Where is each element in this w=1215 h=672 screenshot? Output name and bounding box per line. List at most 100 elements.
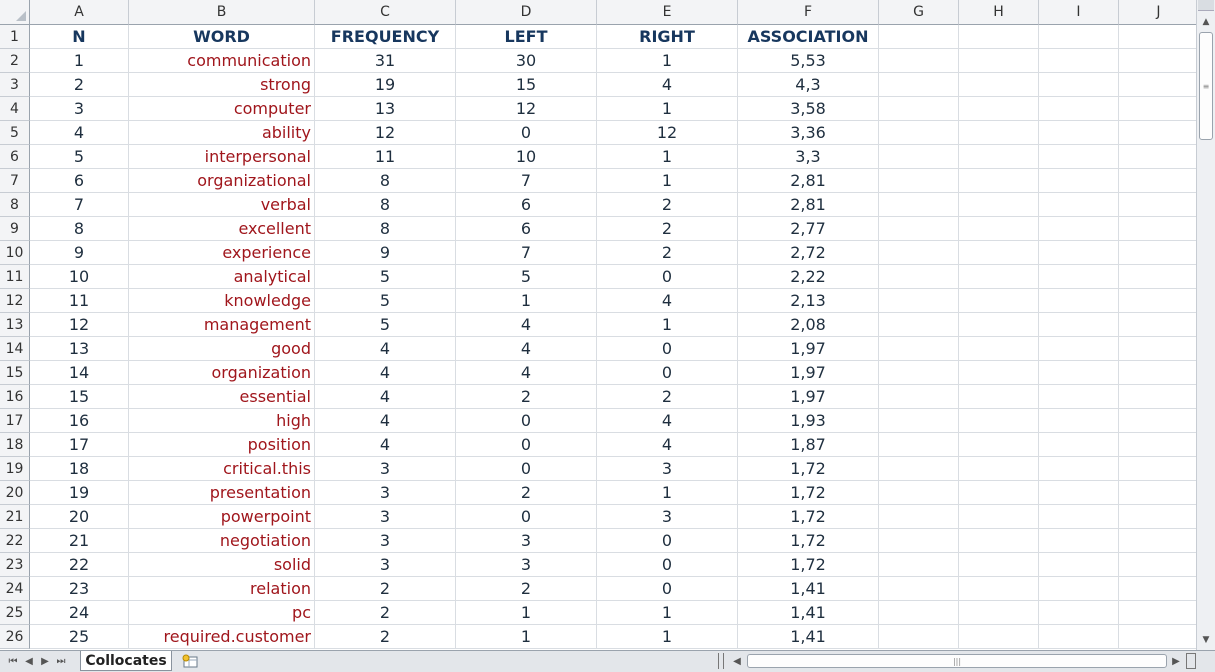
cell-word[interactable]: communication (129, 49, 315, 73)
row-header[interactable]: 23 (0, 553, 30, 577)
cell-right[interactable]: 0 (597, 553, 738, 577)
empty-cell[interactable] (959, 457, 1039, 481)
empty-cell[interactable] (879, 289, 959, 313)
column-header-i[interactable]: I (1039, 0, 1119, 25)
empty-cell[interactable] (1119, 145, 1196, 169)
cell-right[interactable]: 2 (597, 241, 738, 265)
cell-left[interactable]: 4 (456, 313, 597, 337)
cell-n[interactable]: 1 (30, 49, 129, 73)
cell-n[interactable]: 23 (30, 577, 129, 601)
empty-cell[interactable] (1039, 601, 1119, 625)
cell-n[interactable]: 21 (30, 529, 129, 553)
empty-cell[interactable] (1119, 529, 1196, 553)
empty-cell[interactable] (959, 625, 1039, 649)
empty-cell[interactable] (879, 145, 959, 169)
empty-cell[interactable] (959, 217, 1039, 241)
vertical-scrollbar[interactable]: ▲ ≡ ▼ (1196, 0, 1215, 650)
cell-n[interactable]: 11 (30, 289, 129, 313)
cell-word[interactable]: essential (129, 385, 315, 409)
empty-cell[interactable] (1119, 265, 1196, 289)
cell-word[interactable]: relation (129, 577, 315, 601)
cell-right[interactable]: 12 (597, 121, 738, 145)
cell-association[interactable]: 1,97 (738, 337, 879, 361)
cell-left[interactable]: 2 (456, 481, 597, 505)
empty-cell[interactable] (1039, 385, 1119, 409)
cell-left[interactable]: 5 (456, 265, 597, 289)
empty-cell[interactable] (879, 625, 959, 649)
cell-association[interactable]: 2,81 (738, 193, 879, 217)
cell-association[interactable]: 2,08 (738, 313, 879, 337)
cell-association[interactable]: 3,58 (738, 97, 879, 121)
empty-cell[interactable] (959, 529, 1039, 553)
cell-association[interactable]: 1,93 (738, 409, 879, 433)
empty-cell[interactable] (1039, 577, 1119, 601)
empty-cell[interactable] (1039, 289, 1119, 313)
empty-cell[interactable] (879, 529, 959, 553)
cell-left[interactable]: 1 (456, 289, 597, 313)
column-header-b[interactable]: B (129, 0, 315, 25)
row-header[interactable]: 5 (0, 121, 30, 145)
cell-left[interactable]: 2 (456, 385, 597, 409)
empty-cell[interactable] (959, 481, 1039, 505)
cell-left[interactable]: 10 (456, 145, 597, 169)
empty-cell[interactable] (1119, 481, 1196, 505)
cell-right[interactable]: 4 (597, 409, 738, 433)
empty-cell[interactable] (959, 25, 1039, 49)
insert-worksheet-icon[interactable] (180, 653, 202, 669)
cell-left[interactable]: 0 (456, 409, 597, 433)
empty-cell[interactable] (1039, 409, 1119, 433)
empty-cell[interactable] (879, 241, 959, 265)
cell-word[interactable]: management (129, 313, 315, 337)
empty-cell[interactable] (879, 265, 959, 289)
empty-cell[interactable] (879, 313, 959, 337)
empty-cell[interactable] (1039, 625, 1119, 649)
cell-frequency[interactable]: 5 (315, 313, 456, 337)
empty-cell[interactable] (879, 601, 959, 625)
cell-left[interactable]: 2 (456, 577, 597, 601)
row-header[interactable]: 21 (0, 505, 30, 529)
empty-cell[interactable] (879, 97, 959, 121)
row-header[interactable]: 1 (0, 25, 30, 49)
cell-association[interactable]: 5,53 (738, 49, 879, 73)
row-header[interactable]: 13 (0, 313, 30, 337)
cell-n[interactable]: 6 (30, 169, 129, 193)
empty-cell[interactable] (879, 433, 959, 457)
cell-association[interactable]: 1,97 (738, 385, 879, 409)
cell-word[interactable]: experience (129, 241, 315, 265)
empty-cell[interactable] (1039, 73, 1119, 97)
cell-left[interactable]: 4 (456, 361, 597, 385)
cell-n[interactable]: 18 (30, 457, 129, 481)
cell-header-left[interactable]: LEFT (456, 25, 597, 49)
cell-left[interactable]: 6 (456, 193, 597, 217)
last-sheet-icon[interactable]: ⏭ (56, 655, 66, 667)
cell-frequency[interactable]: 5 (315, 265, 456, 289)
first-sheet-icon[interactable]: ⏮ (8, 655, 18, 667)
empty-cell[interactable] (1119, 433, 1196, 457)
empty-cell[interactable] (1039, 241, 1119, 265)
cell-right[interactable]: 1 (597, 625, 738, 649)
row-header[interactable]: 9 (0, 217, 30, 241)
cell-association[interactable]: 4,3 (738, 73, 879, 97)
empty-cell[interactable] (959, 193, 1039, 217)
cell-left[interactable]: 0 (456, 505, 597, 529)
cell-n[interactable]: 9 (30, 241, 129, 265)
cell-n[interactable]: 15 (30, 385, 129, 409)
cell-n[interactable]: 24 (30, 601, 129, 625)
cell-association[interactable]: 1,87 (738, 433, 879, 457)
cell-left[interactable]: 15 (456, 73, 597, 97)
cell-header-n[interactable]: N (30, 25, 129, 49)
empty-cell[interactable] (959, 241, 1039, 265)
cell-right[interactable]: 0 (597, 577, 738, 601)
empty-cell[interactable] (879, 25, 959, 49)
empty-cell[interactable] (1119, 49, 1196, 73)
empty-cell[interactable] (1119, 313, 1196, 337)
cell-word[interactable]: knowledge (129, 289, 315, 313)
cell-word[interactable]: organizational (129, 169, 315, 193)
cell-word[interactable]: interpersonal (129, 145, 315, 169)
cell-word[interactable]: good (129, 337, 315, 361)
empty-cell[interactable] (1119, 601, 1196, 625)
cell-association[interactable]: 2,81 (738, 169, 879, 193)
cell-header-word[interactable]: WORD (129, 25, 315, 49)
empty-cell[interactable] (1039, 361, 1119, 385)
